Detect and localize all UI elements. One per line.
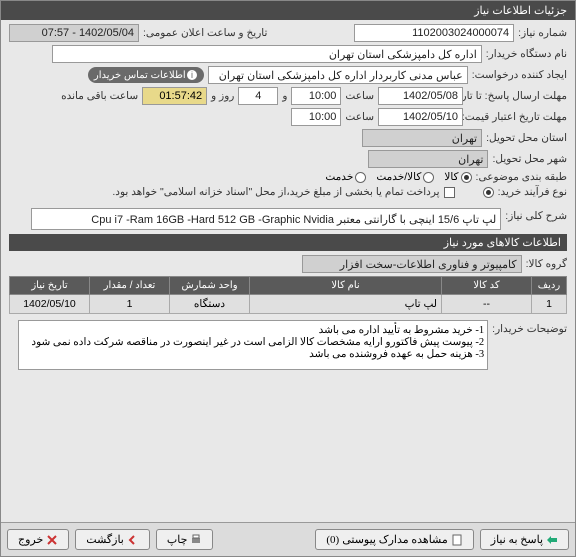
items-section-header: اطلاعات کالاهای مورد نیاز: [9, 234, 567, 251]
summary-field: لپ تاپ 15/6 اینچی با گارانتی معتبر Cpu i…: [31, 208, 501, 230]
exit-icon: [46, 534, 58, 546]
radio-kala-khadamat-label: کالا/خدمت: [376, 171, 421, 183]
radio-service-label: خدمت: [325, 171, 353, 183]
process-note: پرداخت تمام یا بخشی از مبلغ خرید،از محل …: [112, 186, 439, 198]
info-icon: i: [186, 69, 198, 81]
checkbox-treasury[interactable]: [444, 187, 455, 198]
radio-icon: [355, 172, 366, 183]
attachments-label: مشاهده مدارک پیوستی: [342, 533, 448, 546]
announce-label: تاریخ و ساعت اعلان عمومی:: [143, 27, 267, 39]
items-table: ردیف کد کالا نام کالا واحد شمارش تعداد /…: [9, 276, 567, 314]
cell-code: --: [442, 295, 532, 314]
need-no-field: 1102003024000074: [354, 24, 514, 42]
city-label: شهر محل تحویل:: [492, 153, 567, 165]
col-unit: واحد شمارش: [170, 277, 250, 295]
deadline-label: مهلت ارسال پاسخ: تا تاریخ:: [467, 90, 567, 102]
col-name: نام کالا: [250, 277, 442, 295]
radio-icon: [461, 172, 472, 183]
cell-qty: 1: [90, 295, 170, 314]
group-field: کامپیوتر و فناوری اطلاعات-سخت افزار: [302, 255, 522, 273]
col-row: ردیف: [532, 277, 567, 295]
validity-time-field: 10:00: [291, 108, 341, 126]
print-label: چاپ: [167, 533, 188, 546]
days-remain-field: 4: [238, 87, 278, 105]
deadline-time-field: 10:00: [291, 87, 341, 105]
announce-field: 1402/05/04 - 07:57: [9, 24, 139, 42]
table-header-row: ردیف کد کالا نام کالا واحد شمارش تعداد /…: [10, 277, 567, 295]
attachments-count: (0): [326, 534, 339, 546]
buyer-label: نام دستگاه خریدار:: [486, 48, 567, 60]
radio-icon: [423, 172, 434, 183]
time-remain-field: 01:57:42: [142, 87, 207, 105]
province-field: تهران: [362, 129, 482, 147]
exit-button[interactable]: خروج: [7, 529, 69, 550]
contact-badge-label: اطلاعات تماس خریدار: [94, 70, 186, 81]
remain-label: ساعت باقی مانده: [61, 90, 138, 102]
exit-label: خروج: [18, 533, 43, 546]
need-details-window: جزئیات اطلاعات نیاز شماره نیاز: 11020030…: [0, 0, 576, 557]
radio-service[interactable]: خدمت: [325, 171, 366, 183]
reply-label: پاسخ به نیاز: [491, 533, 543, 546]
contact-badge[interactable]: i اطلاعات تماس خریدار: [88, 67, 204, 83]
reply-icon: [546, 534, 558, 546]
buyer-field: اداره کل دامپزشکی استان تهران: [52, 45, 482, 63]
category-label: طبقه بندی موضوعی:: [476, 171, 567, 183]
col-date: تاریخ نیاز: [10, 277, 90, 295]
time-label-1: ساعت: [345, 90, 374, 102]
city-field: تهران: [368, 150, 488, 168]
summary-label: شرح کلی نیاز:: [505, 208, 567, 222]
creator-label: ایجاد کننده درخواست:: [472, 69, 567, 81]
cell-name: لپ تاپ: [250, 295, 442, 314]
radio-kala-khadamat[interactable]: کالا/خدمت: [376, 171, 434, 183]
cell-unit: دستگاه: [170, 295, 250, 314]
cell-row: 1: [532, 295, 567, 314]
deadline-date-field: 1402/05/08: [378, 87, 463, 105]
and-label: و: [282, 90, 287, 102]
validity-date-field: 1402/05/10: [378, 108, 463, 126]
time-label-2: ساعت: [345, 111, 374, 123]
svg-text:i: i: [191, 70, 193, 80]
attachments-button[interactable]: مشاهده مدارک پیوستی (0): [315, 529, 473, 550]
window-titlebar: جزئیات اطلاعات نیاز: [1, 1, 575, 20]
print-icon: [190, 534, 202, 546]
back-icon: [127, 534, 139, 546]
back-label: بازگشت: [86, 533, 124, 546]
col-code: کد کالا: [442, 277, 532, 295]
buyer-notes-field: [18, 320, 488, 370]
print-button[interactable]: چاپ: [156, 529, 214, 550]
attachment-icon: [451, 534, 463, 546]
back-button[interactable]: بازگشت: [75, 529, 150, 550]
cell-date: 1402/05/10: [10, 295, 90, 314]
radio-icon: [483, 187, 494, 198]
group-label: گروه کالا:: [526, 258, 567, 270]
radio-kala[interactable]: کالا: [444, 171, 471, 183]
form-content: شماره نیاز: 1102003024000074 تاریخ و ساع…: [1, 20, 575, 377]
table-row[interactable]: 1 -- لپ تاپ دستگاه 1 1402/05/10: [10, 295, 567, 314]
day-label: روز و: [211, 90, 234, 102]
process-label: نوع فرآیند خرید:: [498, 186, 567, 198]
creator-field: عباس مدنی کاربردار اداره کل دامپزشکی است…: [208, 66, 468, 84]
radio-kala-label: کالا: [444, 171, 458, 183]
reply-button[interactable]: پاسخ به نیاز: [480, 529, 569, 550]
province-label: استان محل تحویل:: [486, 132, 567, 144]
need-no-label: شماره نیاز:: [518, 27, 567, 39]
footer-toolbar: پاسخ به نیاز مشاهده مدارک پیوستی (0) چاپ…: [1, 522, 575, 556]
buyer-notes-label: توضیحات خریدار:: [492, 320, 567, 335]
validity-label: مهلت تاریخ اعتبار قیمت: تا تاریخ:: [467, 111, 567, 123]
col-qty: تعداد / مقدار: [90, 277, 170, 295]
category-radio-group: کالا کالا/خدمت خدمت: [325, 171, 471, 183]
